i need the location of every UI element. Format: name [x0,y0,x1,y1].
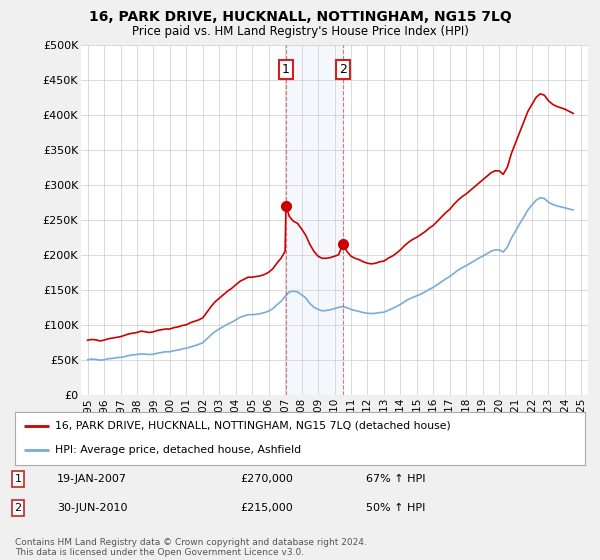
Text: 16, PARK DRIVE, HUCKNALL, NOTTINGHAM, NG15 7LQ (detached house): 16, PARK DRIVE, HUCKNALL, NOTTINGHAM, NG… [55,421,451,431]
Text: 50% ↑ HPI: 50% ↑ HPI [366,503,425,513]
Text: 30-JUN-2010: 30-JUN-2010 [57,503,128,513]
Text: 2: 2 [14,503,22,513]
Text: £270,000: £270,000 [240,474,293,484]
Text: 16, PARK DRIVE, HUCKNALL, NOTTINGHAM, NG15 7LQ: 16, PARK DRIVE, HUCKNALL, NOTTINGHAM, NG… [89,10,511,24]
Text: 2: 2 [339,63,347,76]
Text: 19-JAN-2007: 19-JAN-2007 [57,474,127,484]
Text: HPI: Average price, detached house, Ashfield: HPI: Average price, detached house, Ashf… [55,445,301,455]
Text: 67% ↑ HPI: 67% ↑ HPI [366,474,425,484]
Text: 1: 1 [14,474,22,484]
Text: 1: 1 [282,63,290,76]
Text: £215,000: £215,000 [240,503,293,513]
Text: Price paid vs. HM Land Registry's House Price Index (HPI): Price paid vs. HM Land Registry's House … [131,25,469,38]
Bar [286,45,343,395]
Text: Contains HM Land Registry data © Crown copyright and database right 2024.
This d: Contains HM Land Registry data © Crown c… [15,538,367,557]
